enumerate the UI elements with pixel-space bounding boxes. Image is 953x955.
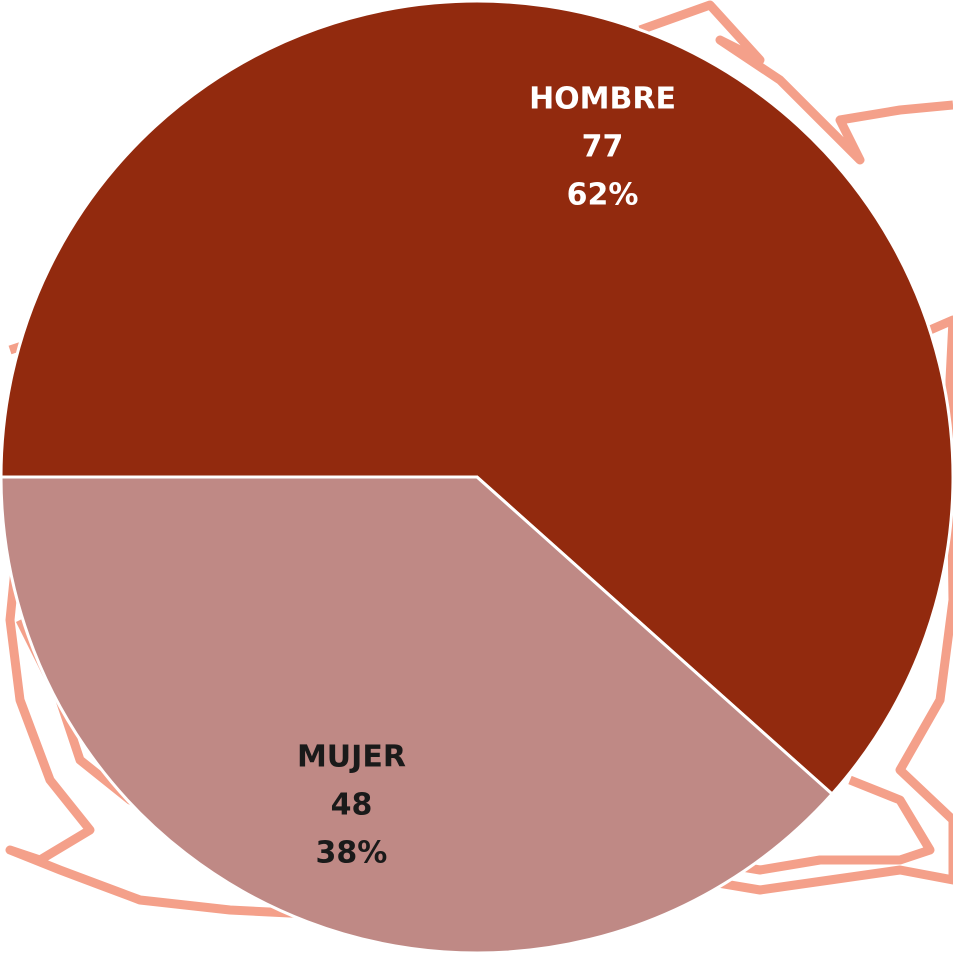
pie-slice — [0, 0, 953, 797]
slice-value: 77 — [582, 129, 624, 164]
scribble — [699, 775, 935, 875]
scribble — [638, 0, 953, 165]
slice-label: HOMBRE — [529, 81, 676, 116]
pie-slice — [0, 475, 835, 955]
slice-percent: 62% — [567, 177, 639, 212]
slice-label: MUJER — [297, 740, 406, 775]
slice-value: 48 — [331, 788, 373, 823]
slice-percent: 38% — [316, 836, 388, 871]
